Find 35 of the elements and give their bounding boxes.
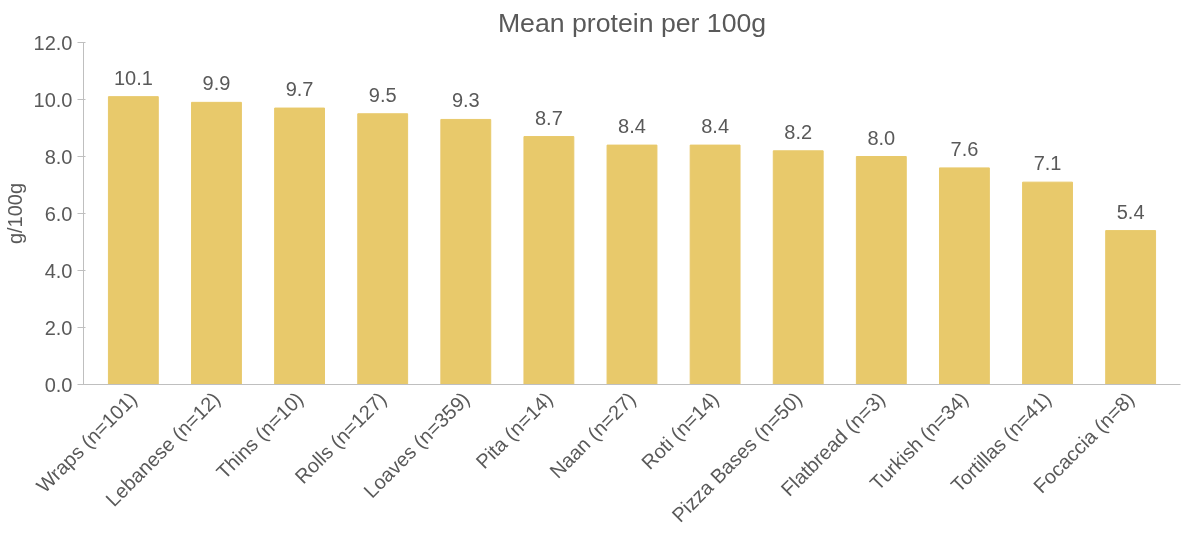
bar — [606, 144, 658, 385]
y-axis-title: g/100g — [3, 182, 26, 245]
data-label: 8.4 — [701, 115, 730, 138]
data-label: 8.7 — [534, 106, 563, 129]
data-label: 10.1 — [113, 66, 153, 89]
bar — [107, 96, 159, 385]
y-tick-label: 10.0 — [33, 88, 73, 111]
bar — [274, 107, 326, 385]
bar — [440, 118, 492, 385]
data-label: 9.7 — [285, 78, 314, 101]
y-tick-label: 2.0 — [44, 316, 73, 339]
data-label: 7.6 — [950, 137, 979, 160]
bar — [772, 150, 824, 385]
data-label: 9.9 — [202, 72, 231, 95]
bar — [1105, 230, 1157, 385]
chart-title: Mean protein per 100g — [497, 7, 767, 38]
y-tick-label: 6.0 — [44, 202, 73, 225]
data-label: 7.1 — [1033, 152, 1062, 175]
y-tick-label: 8.0 — [44, 145, 73, 168]
bar — [938, 167, 990, 385]
bar — [855, 156, 907, 385]
bar — [191, 101, 242, 385]
y-tick-label: 0.0 — [44, 373, 73, 396]
data-label: 8.2 — [784, 120, 813, 143]
y-tick-label: 12.0 — [33, 31, 73, 54]
data-label: 5.4 — [1116, 200, 1145, 223]
data-label: 8.0 — [867, 126, 896, 149]
data-label: 9.5 — [368, 83, 397, 106]
data-label: 8.4 — [618, 115, 646, 138]
bar — [689, 144, 741, 385]
bar — [523, 136, 575, 385]
y-tick-label: 4.0 — [44, 259, 73, 282]
bar — [357, 113, 409, 385]
bar — [1022, 181, 1073, 385]
data-label: 9.3 — [451, 89, 480, 112]
